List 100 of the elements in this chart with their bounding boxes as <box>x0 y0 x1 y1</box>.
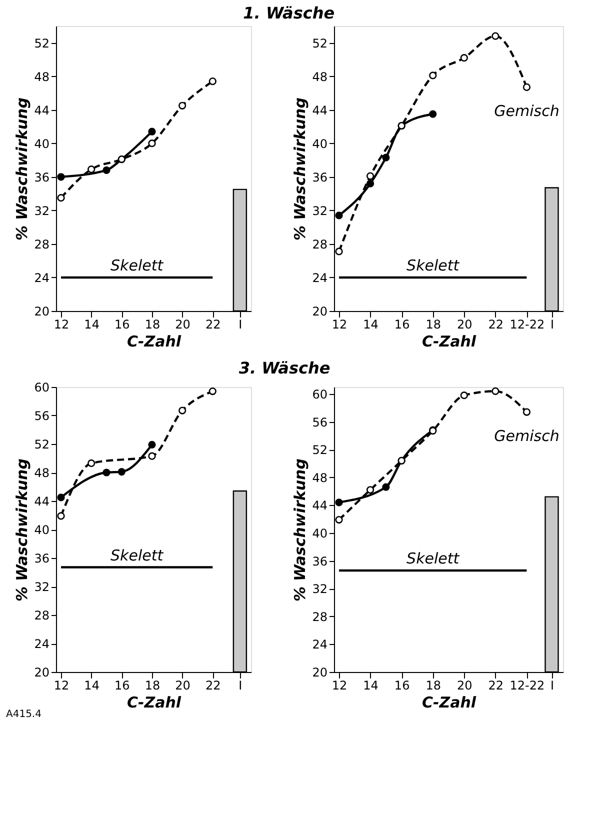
text: 3. Wäsche <box>238 358 330 378</box>
x-tick-label: 12-22 <box>510 678 545 692</box>
point <box>492 32 500 40</box>
x-tick-label: 20 <box>175 678 190 692</box>
y-tick-label: 52 <box>312 443 328 458</box>
x-axis-title: C-Zahl <box>126 332 182 350</box>
point <box>148 140 156 148</box>
y-tick-label: 44 <box>34 103 50 118</box>
x-tick-label: 16 <box>114 318 130 332</box>
point <box>148 128 156 136</box>
point <box>429 110 437 118</box>
point <box>88 166 96 174</box>
x-tick-label: I <box>238 678 242 692</box>
point <box>366 486 374 494</box>
x-tick-label: 20 <box>175 318 190 332</box>
y-axis-title: % Waschwirkung <box>13 97 32 240</box>
x-tick-label: 18 <box>426 678 441 692</box>
y-tick-label: 44 <box>312 498 328 513</box>
x-tick-label: 22 <box>488 678 504 692</box>
series-label: Skelett <box>110 546 164 564</box>
series-label: Skelett <box>406 256 460 274</box>
x-tick-label: 12-22 <box>510 318 545 332</box>
y-tick-label: 28 <box>34 608 50 622</box>
point <box>88 459 96 468</box>
text: A415.4 <box>6 709 42 720</box>
y-tick-label: 28 <box>34 237 50 252</box>
x-tick-label: 18 <box>144 678 160 692</box>
point <box>429 72 437 80</box>
y-tick-label: 20 <box>34 304 50 318</box>
y-tick-label: 28 <box>312 237 328 252</box>
x-tick-label: 14 <box>363 318 378 332</box>
y-tick-label: 24 <box>34 270 50 285</box>
y-tick-label: 24 <box>312 638 328 652</box>
y-tick-label: 48 <box>312 70 328 84</box>
y-tick-label: 44 <box>312 103 328 118</box>
y-tick-label: 60 <box>34 380 50 394</box>
y-tick-label: 20 <box>34 666 50 680</box>
series-label: Skelett <box>110 256 164 274</box>
y-tick-label: 20 <box>312 666 328 680</box>
x-axis-title: C-Zahl <box>422 332 477 350</box>
point <box>335 516 343 524</box>
y-tick-label: 36 <box>312 554 328 568</box>
point <box>382 154 390 162</box>
y-tick-label: 40 <box>312 136 328 151</box>
x-tick-label: 22 <box>488 318 504 332</box>
x-tick-label: 14 <box>84 678 100 692</box>
x-tick-label: 12 <box>332 318 348 332</box>
point <box>366 180 374 188</box>
x-tick-label: 22 <box>206 678 221 692</box>
x-tick-label: 12 <box>54 678 70 692</box>
y-tick-label: 32 <box>312 204 328 218</box>
y-tick-label: 44 <box>34 494 50 508</box>
point <box>522 83 531 91</box>
y-tick-label: 32 <box>34 204 50 218</box>
point <box>178 406 186 414</box>
point <box>492 387 500 395</box>
x-tick-label: 18 <box>144 318 160 332</box>
annotation: Gemisch <box>494 427 560 446</box>
y-tick-label: 28 <box>312 610 328 624</box>
x-tick-label: 22 <box>206 318 221 332</box>
y-tick-label: 32 <box>34 580 50 594</box>
x-tick-label: 14 <box>84 318 100 332</box>
y-tick-label: 40 <box>312 526 328 540</box>
x-tick-label: I <box>550 318 554 332</box>
x-tick-label: I <box>550 678 554 692</box>
point <box>335 212 343 220</box>
point <box>57 512 65 520</box>
point <box>366 172 374 180</box>
x-tick-label: 14 <box>363 678 378 692</box>
point <box>335 248 343 256</box>
y-tick-label: 36 <box>34 170 50 184</box>
point <box>460 54 468 62</box>
x-tick-label: 16 <box>114 678 130 692</box>
y-tick-label: 20 <box>312 304 328 318</box>
y-tick-label: 48 <box>34 70 50 84</box>
y-tick-label: 52 <box>34 438 50 452</box>
y-tick-label: 52 <box>34 36 50 50</box>
y-tick-label: 48 <box>312 470 328 485</box>
y-axis-title: % Waschwirkung <box>13 458 32 602</box>
point <box>208 78 216 86</box>
y-tick-label: 48 <box>34 466 50 480</box>
y-axis-title: % Waschwirkung <box>291 97 310 240</box>
x-tick-label: 12 <box>332 678 348 692</box>
point <box>178 102 186 110</box>
y-axis-title: % Waschwirkung <box>291 458 310 602</box>
text: 1. Wäsche <box>243 4 335 22</box>
annotation: Gemisch <box>494 102 560 120</box>
point <box>522 408 531 416</box>
x-tick-label: 16 <box>394 678 410 692</box>
y-tick-label: 24 <box>312 270 328 285</box>
x-tick-label: 12 <box>54 318 70 332</box>
x-axis-title: C-Zahl <box>422 694 477 712</box>
point <box>118 468 126 476</box>
point <box>382 483 390 491</box>
x-axis-title: C-Zahl <box>126 694 182 712</box>
y-tick-label: 40 <box>34 136 50 151</box>
y-tick-label: 56 <box>34 409 50 423</box>
y-tick-label: 36 <box>312 170 328 184</box>
y-tick-label: 60 <box>312 387 328 402</box>
x-tick-label: 20 <box>457 678 472 692</box>
